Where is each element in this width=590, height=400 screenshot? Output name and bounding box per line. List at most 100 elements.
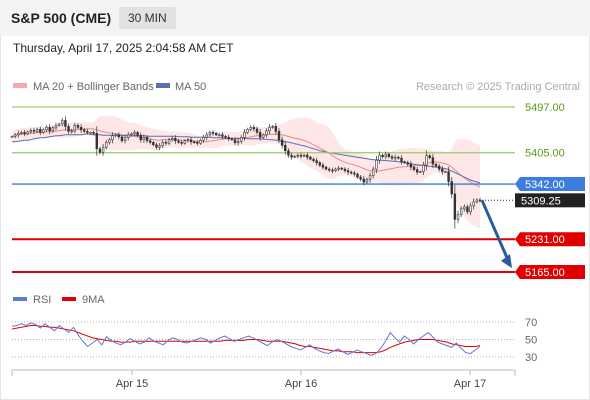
candle-body <box>214 133 218 136</box>
candle-body <box>309 156 312 160</box>
level-tag-support <box>515 265 585 279</box>
candle-body <box>318 162 322 166</box>
candle-body <box>359 176 362 180</box>
chart-header: S&P 500 (CME) 30 MIN <box>0 0 590 36</box>
candle-body <box>368 175 372 180</box>
candle-body <box>73 125 77 132</box>
candle-body <box>390 156 394 159</box>
candle-body <box>142 137 146 141</box>
candle-body <box>174 138 177 142</box>
candle-body <box>243 132 246 138</box>
candle-body <box>240 137 243 142</box>
candle-body <box>441 168 444 172</box>
bollinger-band <box>12 115 480 229</box>
candle-body <box>152 141 155 146</box>
ma20-line <box>11 128 481 188</box>
candle-body <box>321 164 325 168</box>
candle-body <box>67 126 70 132</box>
candle-body <box>42 129 45 133</box>
interval-button[interactable]: 30 MIN <box>119 7 176 29</box>
x-tick-label: Apr 16 <box>285 378 317 390</box>
candle-body <box>167 139 171 144</box>
candle-body <box>249 127 252 130</box>
candle-body <box>356 173 359 178</box>
candle-body <box>76 125 80 128</box>
candle-body <box>365 179 369 183</box>
rsi-legend-swatch <box>13 297 27 301</box>
candle-body <box>447 171 450 182</box>
candle-body <box>422 164 425 172</box>
candle-body <box>86 131 89 133</box>
candle-body <box>92 132 95 134</box>
candle-body <box>208 132 212 136</box>
rsi-line <box>11 322 481 356</box>
candle-body <box>199 139 202 144</box>
candle-body <box>48 127 51 132</box>
candle-body <box>202 137 205 141</box>
candle-body <box>161 141 164 147</box>
candle-body <box>224 136 227 138</box>
candle-body <box>315 160 318 163</box>
rsi-tick-label: 30 <box>525 352 537 364</box>
last-price-label: 5309.25 <box>521 195 561 207</box>
candle-body <box>265 130 268 136</box>
candle-body <box>158 145 161 148</box>
candle-body <box>255 128 259 133</box>
rsi-legend-label: RSI <box>33 294 51 306</box>
candle-body <box>434 163 438 167</box>
candle-body <box>409 163 413 168</box>
candle-body <box>415 169 419 173</box>
candle-body <box>120 136 124 142</box>
candle-body <box>400 157 403 162</box>
candle-body <box>205 134 208 138</box>
candle-body <box>387 153 391 157</box>
candle-body <box>334 168 337 171</box>
candle-body <box>362 178 365 183</box>
candle-body <box>57 123 61 126</box>
candle-body <box>425 155 428 166</box>
candle-body <box>164 141 168 144</box>
level-label-support: 5165.00 <box>525 267 565 279</box>
candle-body <box>444 171 447 173</box>
credit-label: Research © 2025 Trading Central <box>416 81 580 93</box>
candle-body <box>13 134 17 137</box>
candle-body <box>117 134 120 138</box>
candle-body <box>406 162 409 165</box>
candle-body <box>331 169 334 172</box>
candle-body <box>230 138 234 141</box>
candle-body <box>290 154 293 158</box>
candle-body <box>180 141 183 144</box>
candle-body <box>89 132 92 134</box>
candle-body <box>227 137 230 140</box>
candle-body <box>127 134 130 138</box>
candle-body <box>258 132 262 138</box>
candle-body <box>268 127 271 132</box>
candle-body <box>130 133 133 136</box>
candle-body <box>218 134 221 137</box>
candle-body <box>145 137 149 142</box>
candle-body <box>437 165 441 170</box>
ma20-legend-swatch <box>13 83 27 88</box>
candle-body <box>211 132 215 134</box>
candle-body <box>186 139 190 142</box>
candle-body <box>280 139 284 146</box>
candle-body <box>306 154 309 158</box>
candle-body <box>221 134 224 137</box>
level-tag-support <box>515 232 585 247</box>
candle-body <box>453 193 457 220</box>
candle-body <box>189 139 193 143</box>
candle-body <box>108 139 111 143</box>
candle-body <box>296 154 300 157</box>
rsi-ma-legend-swatch <box>62 297 76 301</box>
timestamp: Thursday, April 17, 2025 2:04:58 AM CET <box>13 41 234 55</box>
candle-body <box>149 140 152 143</box>
candle-body <box>340 167 343 170</box>
candle-body <box>343 168 347 171</box>
candle-body <box>262 134 265 138</box>
candle-body <box>105 141 108 148</box>
candle-body <box>196 141 199 144</box>
ma50-legend-swatch <box>156 83 170 88</box>
candle-body <box>236 140 240 144</box>
candle-body <box>324 166 328 170</box>
